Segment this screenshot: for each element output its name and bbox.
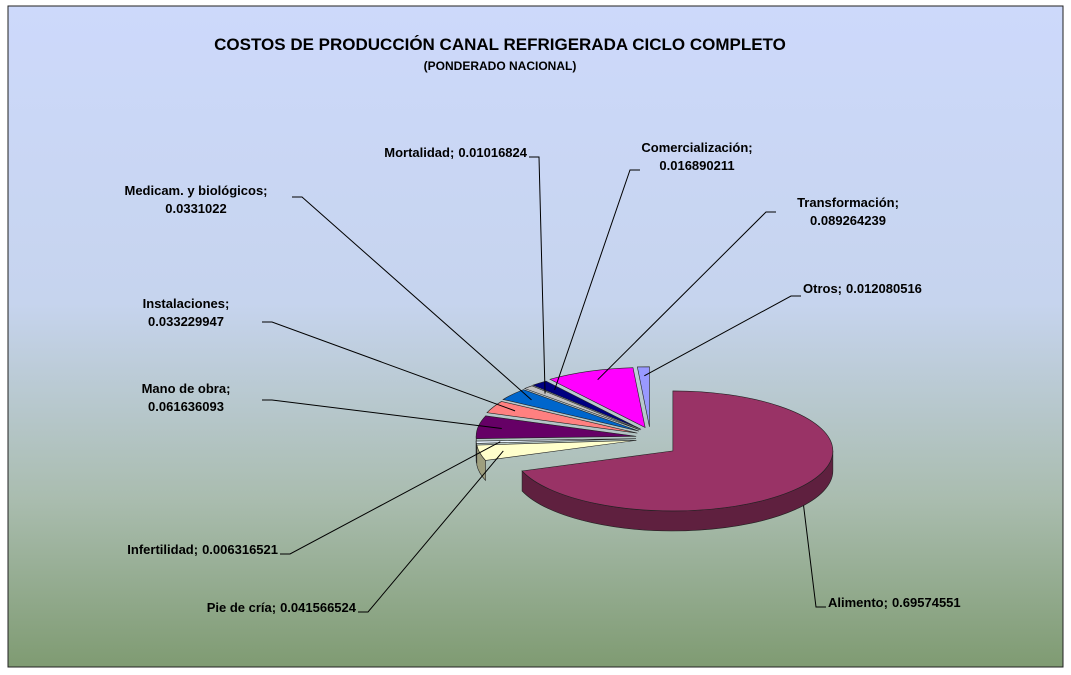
leader-line [262,399,502,429]
category-label: Alimento; [828,595,888,610]
value-label: 0.089264239 [810,213,886,228]
leader-line [554,169,640,391]
value-label: 0.061636093 [148,399,224,414]
data-label: Mano de obra; 0.061636093 [142,381,231,414]
category-label: Mortalidad; [384,145,454,160]
value-label: 0.01016824 [458,145,527,160]
pie-slice [532,380,642,430]
pie-slice [486,401,638,434]
category-label: Comercialización; [641,140,752,155]
leader-line [644,295,801,377]
pie-slice [475,438,637,444]
pie-slice [521,390,834,512]
data-label: Infertilidad; 0.006316521 [127,542,278,557]
category-label: Transformación; [797,195,899,210]
pie-slice [636,366,650,427]
data-label: Medicam. y biológicos; 0.0331022 [124,183,267,216]
leader-line [292,196,532,401]
data-label: Pie de cría; 0.041566524 [207,600,357,615]
category-label: Pie de cría; [207,600,276,615]
category-label: Infertilidad; [127,542,198,557]
data-label: Comercialización; 0.016890211 [641,140,752,173]
leader-line [358,450,504,613]
leader-line [529,156,546,394]
value-label: 0.016890211 [659,158,734,173]
data-label: Alimento; 0.69574551 [828,595,961,610]
pie-slice [523,385,641,431]
chart-title: COSTOS DE PRODUCCIÓN CANAL REFRIGERADA C… [214,35,786,54]
value-label: 0.012080516 [846,281,922,296]
chart-area [7,5,1064,668]
category-label: Medicam. y biológicos; [124,183,267,198]
category-label: Otros; [803,281,842,296]
data-label: Instalaciones; 0.033229947 [143,296,230,329]
data-label: Transformación; 0.089264239 [797,195,899,228]
value-label: 0.0331022 [165,201,226,216]
category-label: Instalaciones; [143,296,230,311]
data-label: Otros; 0.012080516 [803,281,922,296]
chart-subtitle: (PONDERADO NACIONAL) [424,59,577,73]
pie-slice [475,415,637,439]
leader-line [262,321,516,412]
labels: Alimento; 0.69574551 Pie de cría; 0.0415665… [124,140,960,615]
pie-slice [502,389,640,432]
value-label: 0.69574551 [892,595,961,610]
pie-slice [549,367,646,429]
pie-tops [475,366,834,512]
data-label: Mortalidad; 0.01016824 [384,145,528,160]
category-label: Mano de obra; [142,381,231,396]
value-label: 0.033229947 [148,314,224,329]
leader-line [597,211,776,381]
leader-line [280,441,501,555]
leader-line [803,505,826,608]
value-label: 0.006316521 [202,542,278,557]
value-label: 0.041566524 [280,600,357,615]
